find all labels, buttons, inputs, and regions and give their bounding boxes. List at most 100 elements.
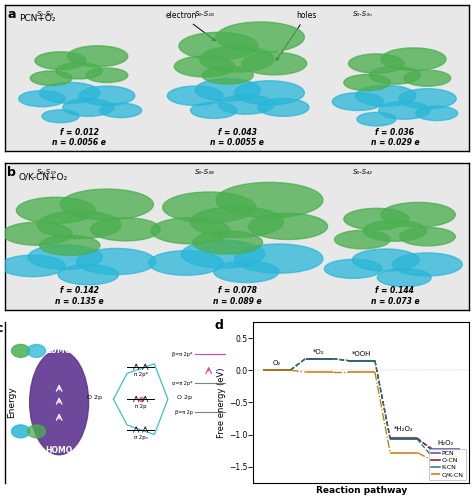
Text: b: b <box>7 166 16 180</box>
Circle shape <box>11 345 30 357</box>
Ellipse shape <box>40 235 100 256</box>
Ellipse shape <box>151 218 230 244</box>
Text: σ 2pₓ: σ 2pₓ <box>134 435 148 440</box>
Text: H₂O₂: H₂O₂ <box>438 440 454 446</box>
Ellipse shape <box>40 82 100 103</box>
Text: O 2p: O 2p <box>177 395 192 400</box>
Ellipse shape <box>235 244 323 273</box>
X-axis label: Reaction pathway: Reaction pathway <box>316 486 407 494</box>
Text: n = 0.029 e: n = 0.029 e <box>371 138 419 147</box>
Ellipse shape <box>324 260 382 278</box>
Ellipse shape <box>174 56 235 77</box>
Text: *H₂O₂: *H₂O₂ <box>394 426 413 432</box>
Text: HOMO: HOMO <box>46 446 73 455</box>
Ellipse shape <box>369 66 420 84</box>
Text: n = 0.0056 e: n = 0.0056 e <box>52 138 106 147</box>
Ellipse shape <box>219 95 274 114</box>
Ellipse shape <box>179 32 258 60</box>
Text: f = 0.142: f = 0.142 <box>60 286 99 295</box>
Ellipse shape <box>30 350 89 455</box>
Circle shape <box>27 345 46 357</box>
Text: α=π 2p*: α=π 2p* <box>173 381 193 386</box>
Text: π 2p: π 2p <box>135 404 146 409</box>
Ellipse shape <box>18 91 65 107</box>
Text: O₂: O₂ <box>273 360 281 366</box>
Ellipse shape <box>344 74 390 91</box>
Ellipse shape <box>335 230 390 249</box>
Ellipse shape <box>42 110 79 123</box>
Ellipse shape <box>100 103 142 118</box>
Text: Energy: Energy <box>7 386 16 418</box>
Text: f = 0.078: f = 0.078 <box>218 286 256 295</box>
Ellipse shape <box>0 255 65 277</box>
Text: n = 0.0055 e: n = 0.0055 e <box>210 138 264 147</box>
Ellipse shape <box>357 112 396 126</box>
Ellipse shape <box>37 211 121 239</box>
Ellipse shape <box>242 52 307 75</box>
Ellipse shape <box>58 265 118 285</box>
Text: PCN+O₂: PCN+O₂ <box>18 14 55 23</box>
Ellipse shape <box>191 207 283 237</box>
Ellipse shape <box>28 245 102 270</box>
Ellipse shape <box>200 46 274 72</box>
Circle shape <box>27 425 46 438</box>
Text: n = 0.073 e: n = 0.073 e <box>371 297 419 306</box>
Ellipse shape <box>348 54 404 73</box>
Text: *OOH: *OOH <box>352 351 371 357</box>
Ellipse shape <box>56 63 102 79</box>
Ellipse shape <box>416 106 457 121</box>
Text: n = 0.089 e: n = 0.089 e <box>213 297 261 306</box>
Ellipse shape <box>181 240 265 268</box>
Ellipse shape <box>404 70 451 86</box>
Ellipse shape <box>364 220 427 241</box>
Ellipse shape <box>193 231 263 254</box>
Text: f = 0.012: f = 0.012 <box>60 128 99 137</box>
Text: S₀-S₉: S₀-S₉ <box>37 11 54 17</box>
Ellipse shape <box>216 22 304 52</box>
Text: holes: holes <box>276 11 317 60</box>
Text: π 2p*: π 2p* <box>134 372 148 377</box>
Ellipse shape <box>67 46 128 67</box>
Ellipse shape <box>91 218 160 241</box>
Text: electron: electron <box>165 11 215 41</box>
Ellipse shape <box>86 68 128 82</box>
Text: c: c <box>0 322 3 335</box>
Ellipse shape <box>63 99 114 116</box>
Text: *O₂: *O₂ <box>313 349 325 355</box>
Ellipse shape <box>149 250 223 275</box>
Ellipse shape <box>216 183 323 218</box>
Ellipse shape <box>377 269 431 287</box>
Ellipse shape <box>399 89 456 109</box>
Ellipse shape <box>381 48 446 70</box>
Ellipse shape <box>16 197 95 223</box>
Ellipse shape <box>248 213 328 239</box>
Ellipse shape <box>202 66 253 84</box>
Ellipse shape <box>400 227 456 246</box>
Text: a: a <box>7 8 16 21</box>
Ellipse shape <box>379 102 430 119</box>
Y-axis label: Free energy (eV): Free energy (eV) <box>217 367 226 438</box>
Text: n = 0.135 e: n = 0.135 e <box>55 297 103 306</box>
Ellipse shape <box>235 81 304 105</box>
Ellipse shape <box>356 86 416 106</box>
Ellipse shape <box>30 71 72 86</box>
Text: O/K-CN+O₂: O/K-CN+O₂ <box>18 172 68 181</box>
Text: f = 0.144: f = 0.144 <box>375 286 414 295</box>
Text: LUMO: LUMO <box>46 347 72 356</box>
Text: S₀-S₁₉: S₀-S₁₉ <box>37 170 57 176</box>
Ellipse shape <box>191 102 237 118</box>
Circle shape <box>11 425 30 438</box>
Ellipse shape <box>35 52 86 69</box>
Text: β=π 2p*: β=π 2p* <box>173 352 193 357</box>
Ellipse shape <box>163 192 255 223</box>
Text: f = 0.036: f = 0.036 <box>375 128 414 137</box>
Text: S₀-S₁₈: S₀-S₁₈ <box>195 11 215 17</box>
Text: S₀-S₄₂: S₀-S₄₂ <box>353 170 373 176</box>
Text: S₀-S₃ₙ: S₀-S₃ₙ <box>353 11 373 17</box>
Ellipse shape <box>344 208 409 230</box>
Ellipse shape <box>352 249 419 271</box>
Ellipse shape <box>392 253 462 276</box>
Ellipse shape <box>167 86 223 106</box>
Ellipse shape <box>332 93 383 111</box>
Text: O 2p: O 2p <box>87 395 102 400</box>
